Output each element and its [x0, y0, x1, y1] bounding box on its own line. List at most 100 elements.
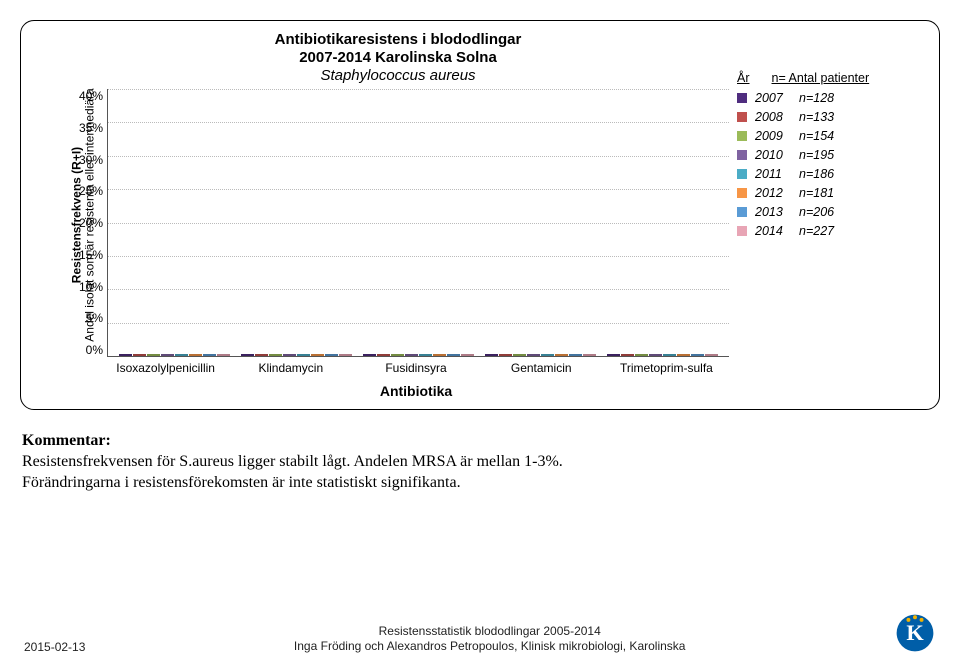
comment-line1: Resistensfrekvensen för S.aureus ligger … [22, 453, 563, 470]
legend-swatch [737, 112, 747, 122]
x-label: Fusidinsyra [353, 357, 478, 375]
x-label: Isoxazolylpenicillin [103, 357, 228, 375]
legend-year: 2009 [755, 129, 799, 143]
bar [391, 354, 404, 356]
footer-date: 2015-02-13 [24, 640, 85, 654]
legend-count: n=181 [799, 186, 834, 200]
bar [377, 354, 390, 356]
legend-item: 2010n=195 [737, 148, 927, 162]
comment-line2: Förändringarna i resistensförekomsten är… [22, 474, 461, 491]
y-axis-label-line2: Andel isolat som är resistenta eller int… [83, 88, 97, 341]
footer-line1: Resistensstatistik blododlingar 2005-201… [85, 624, 894, 639]
x-label: Klindamycin [228, 357, 353, 375]
legend-swatch [737, 169, 747, 179]
legend-year: 2012 [755, 186, 799, 200]
legend-count: n=154 [799, 129, 834, 143]
grid-line [108, 189, 729, 190]
chart-title-line2: 2007-2014 Karolinska Solna [67, 49, 729, 67]
legend-year: 2011 [755, 167, 799, 181]
x-label: Gentamicin [479, 357, 604, 375]
y-axis-label-container: Resistensfrekvens (R+I) Andel isolat som… [33, 31, 67, 399]
y-axis-label-line1: Resistensfrekvens (R+I) [70, 147, 84, 283]
grid-line [108, 89, 729, 90]
bar [147, 354, 160, 356]
bar [691, 354, 704, 356]
legend-item: 2007n=128 [737, 91, 927, 105]
bar-group [602, 354, 722, 356]
legend-year: 2008 [755, 110, 799, 124]
legend-year: 2010 [755, 148, 799, 162]
karolinska-logo-icon: K [894, 612, 936, 654]
bar-group [237, 354, 357, 356]
grid-line [108, 289, 729, 290]
bar [541, 354, 554, 356]
page: Resistensfrekvens (R+I) Andel isolat som… [0, 0, 960, 668]
legend-year: 2013 [755, 205, 799, 219]
bar [583, 354, 596, 356]
legend-count: n=133 [799, 110, 834, 124]
svg-text:K: K [906, 620, 924, 645]
footer-line2: Inga Fröding och Alexandros Petropoulos,… [85, 639, 894, 654]
legend-count: n=227 [799, 224, 834, 238]
bar [513, 354, 526, 356]
bar [339, 354, 352, 356]
comment-heading: Kommentar: [22, 432, 111, 449]
legend-swatch [737, 131, 747, 141]
grid-line [108, 156, 729, 157]
bar-group [115, 354, 235, 356]
bar [161, 354, 174, 356]
chart-frame: Resistensfrekvens (R+I) Andel isolat som… [20, 20, 940, 410]
legend-swatch [737, 150, 747, 160]
y-tick: 0% [86, 343, 103, 357]
legend-header-year: År [737, 71, 750, 85]
legend-count: n=128 [799, 91, 834, 105]
comment-block: Kommentar: Resistensfrekvensen för S.aur… [22, 430, 938, 493]
bar [217, 354, 230, 356]
legend-rows: 2007n=1282008n=1332009n=1542010n=1952011… [737, 91, 927, 238]
legend-item: 2014n=227 [737, 224, 927, 238]
x-labels: IsoxazolylpenicillinKlindamycinFusidinsy… [67, 357, 729, 375]
plot-row: 40%35%30%25%20%15%10%5%0% [67, 89, 729, 357]
footer-center: Resistensstatistik blododlingar 2005-201… [85, 624, 894, 654]
chart-titles: Antibiotikaresistens i blododlingar 2007… [67, 31, 729, 85]
grid-line [108, 256, 729, 257]
bar [119, 354, 132, 356]
grid-line [108, 223, 729, 224]
bar [133, 354, 146, 356]
bar [649, 354, 662, 356]
grid-line [108, 323, 729, 324]
legend-item: 2008n=133 [737, 110, 927, 124]
bar [607, 354, 620, 356]
y-axis-label: Resistensfrekvens (R+I) Andel isolat som… [71, 88, 97, 341]
legend-count: n=195 [799, 148, 834, 162]
legend-year: 2014 [755, 224, 799, 238]
bar [447, 354, 460, 356]
bar-group [358, 354, 478, 356]
bar [621, 354, 634, 356]
bar [663, 354, 676, 356]
legend-swatch [737, 207, 747, 217]
legend-swatch [737, 188, 747, 198]
bar [283, 354, 296, 356]
chart-title-line3: Staphylococcus aureus [67, 67, 729, 85]
bar [175, 354, 188, 356]
legend-header: År n= Antal patienter [737, 31, 927, 85]
bar [419, 354, 432, 356]
bar [297, 354, 310, 356]
legend: År n= Antal patienter 2007n=128 2008n=133… [729, 31, 927, 399]
bar [705, 354, 718, 356]
legend-item: 2013n=206 [737, 205, 927, 219]
bar [461, 354, 474, 356]
bar [499, 354, 512, 356]
legend-item: 2012n=181 [737, 186, 927, 200]
plot-area [107, 89, 729, 357]
bar [485, 354, 498, 356]
bar [363, 354, 376, 356]
bar [569, 354, 582, 356]
grid-line [108, 122, 729, 123]
bar [527, 354, 540, 356]
bar [311, 354, 324, 356]
chart-column: Antibiotikaresistens i blododlingar 2007… [67, 31, 729, 399]
legend-header-n: n= Antal patienter [772, 71, 870, 85]
bar [203, 354, 216, 356]
